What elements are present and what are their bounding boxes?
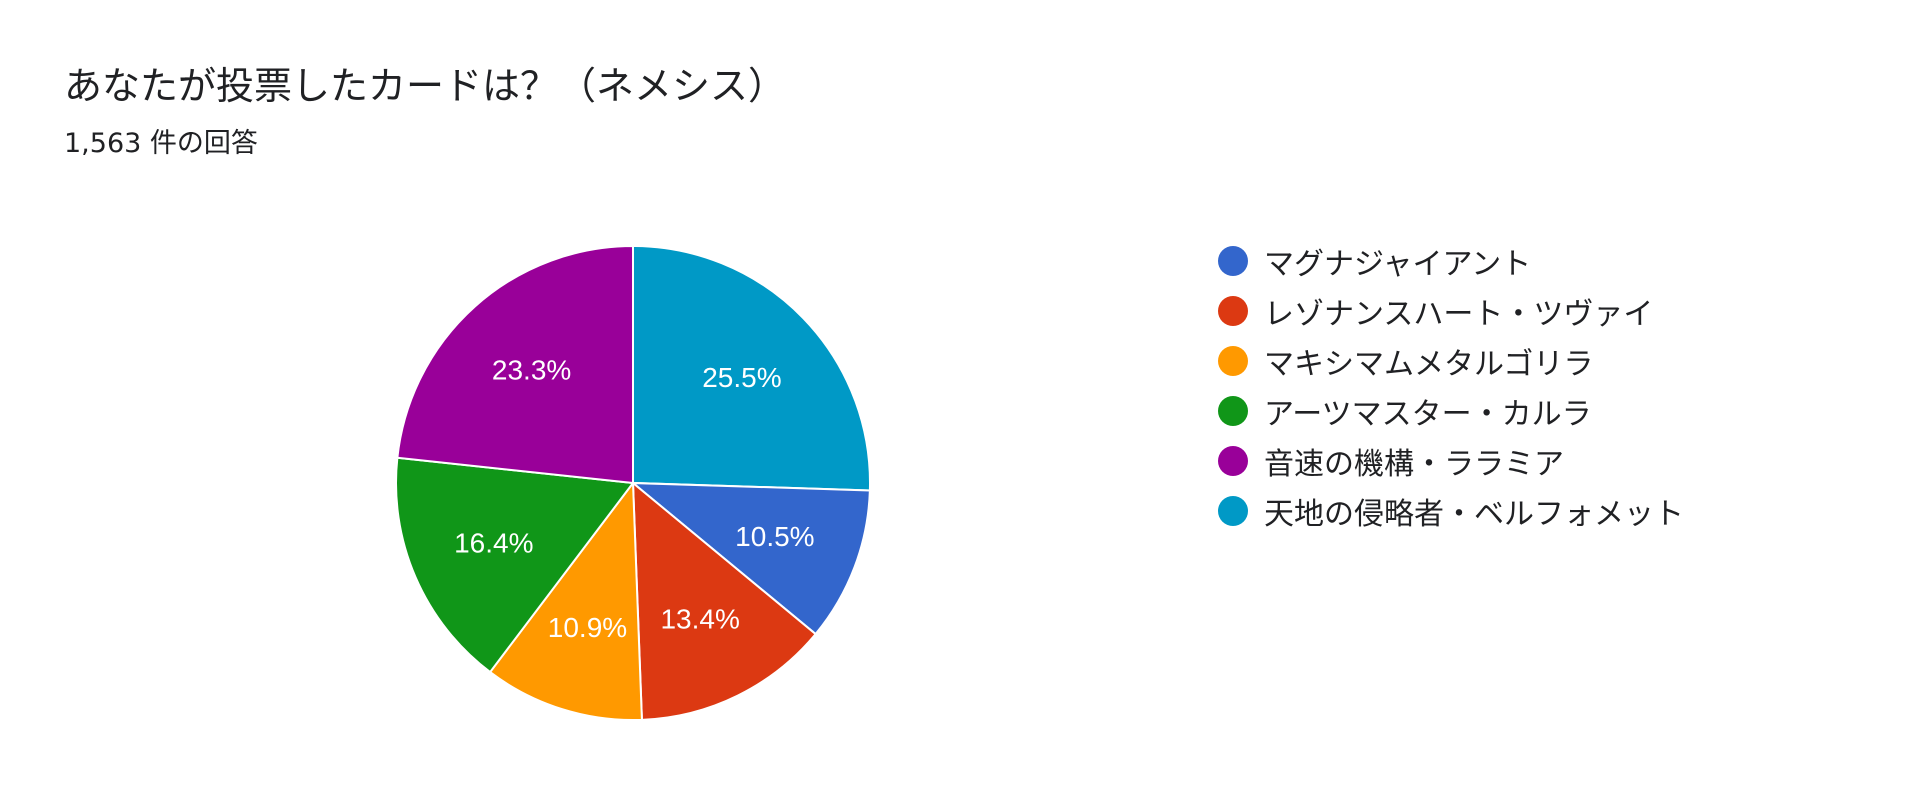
legend-swatch-icon [1218,296,1248,326]
pie-slice[interactable] [396,244,634,485]
legend-label: レゾナンスハート・ツヴァイ [1264,297,1654,332]
response-count: 1,563 件の回答 [64,128,258,159]
legend-label: アーツマスター・カルラ [1264,397,1592,432]
legend-swatch-icon [1218,446,1248,476]
slice-percent-label: 16.4% [454,528,533,559]
slice-percent-label: 10.9% [548,612,627,643]
legend-swatch-icon [1218,246,1248,276]
legend-swatch-icon [1218,346,1248,376]
legend-label: 天地の侵略者・ベルフォメット [1264,497,1684,532]
legend-item[interactable]: マキシマムメタルゴリラ [1218,336,1684,386]
legend-swatch-icon [1218,496,1248,526]
chart-legend: マグナジャイアント レゾナンスハート・ツヴァイ マキシマムメタルゴリラ アーツマ… [1218,236,1684,536]
legend-item[interactable]: 天地の侵略者・ベルフォメット [1218,486,1684,536]
pie-slice[interactable] [631,480,818,721]
legend-item[interactable]: 音速の機構・ララミア [1218,436,1684,486]
legend-swatch-icon [1218,396,1248,426]
slice-percent-label: 10.5% [735,521,814,552]
slice-percent-label: 13.4% [660,604,739,635]
legend-label: マキシマムメタルゴリラ [1264,347,1594,382]
pie-slice[interactable] [395,456,635,674]
pie-slice[interactable] [488,480,643,721]
legend-item[interactable]: レゾナンスハート・ツヴァイ [1218,286,1684,336]
slice-percent-label: 25.5% [702,362,781,393]
slice-percent-label: 23.3% [492,355,571,386]
chart-title: あなたが投票したカードは？（ネメシス） [64,64,787,108]
legend-label: 音速の機構・ララミア [1264,447,1564,482]
legend-label: マグナジャイアント [1264,247,1532,282]
pie-slice[interactable] [632,244,871,492]
legend-item[interactable]: マグナジャイアント [1218,236,1684,286]
pie-slice[interactable] [630,481,871,636]
legend-item[interactable]: アーツマスター・カルラ [1218,386,1684,436]
